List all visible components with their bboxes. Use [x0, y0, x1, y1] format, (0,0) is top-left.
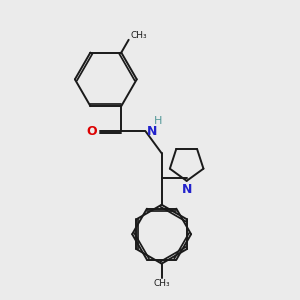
Text: CH₃: CH₃ [153, 279, 170, 288]
Text: N: N [182, 183, 192, 196]
Text: O: O [86, 124, 97, 138]
Text: H: H [154, 116, 162, 126]
Text: N: N [147, 124, 157, 138]
Text: CH₃: CH₃ [130, 31, 147, 40]
